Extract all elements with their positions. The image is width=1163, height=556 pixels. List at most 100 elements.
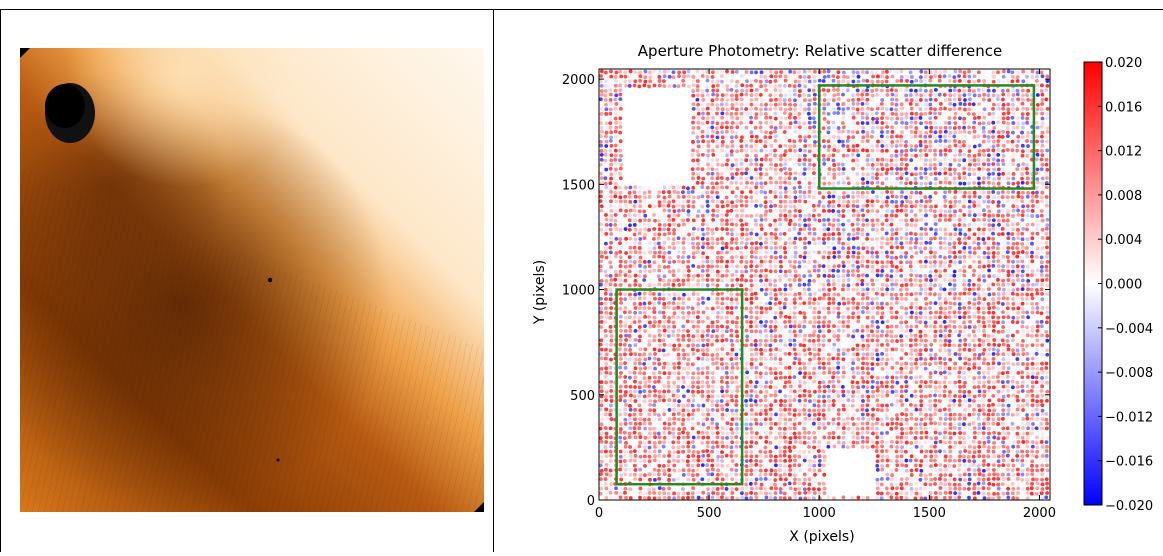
data-point — [657, 417, 662, 422]
data-point — [1005, 421, 1010, 426]
data-point — [841, 426, 846, 431]
data-point — [826, 412, 831, 416]
data-point — [914, 407, 919, 412]
data-point — [957, 343, 962, 348]
data-point — [871, 389, 875, 394]
data-point — [932, 254, 937, 259]
data-point — [730, 320, 735, 325]
data-point — [812, 315, 817, 320]
data-point — [1001, 268, 1005, 273]
data-point — [618, 347, 622, 352]
data-point — [1026, 426, 1031, 431]
data-point — [729, 306, 734, 310]
data-point — [714, 227, 719, 231]
data-point — [604, 228, 609, 232]
data-point — [1015, 458, 1020, 463]
data-point — [618, 491, 623, 496]
data-point — [865, 338, 870, 343]
data-point — [894, 468, 899, 472]
data-point — [798, 329, 803, 334]
data-point — [947, 254, 952, 259]
data-point — [1010, 385, 1015, 390]
data-point — [779, 352, 783, 357]
data-point — [831, 282, 836, 287]
data-point — [798, 394, 802, 398]
data-point — [656, 459, 661, 464]
data-point — [661, 444, 666, 449]
data-point — [730, 477, 735, 482]
data-point — [783, 459, 787, 463]
data-point — [715, 491, 720, 496]
data-point — [783, 283, 788, 288]
data-point — [696, 282, 700, 287]
data-point — [1001, 477, 1006, 482]
data-point — [923, 407, 928, 412]
data-point — [725, 305, 730, 310]
data-point — [943, 440, 948, 445]
data-point — [875, 283, 880, 287]
data-point — [773, 292, 778, 297]
data-point — [754, 357, 758, 362]
data-point — [764, 412, 769, 416]
data-point — [701, 319, 705, 324]
data-point — [598, 333, 603, 338]
data-point — [986, 449, 991, 453]
data-point — [715, 399, 720, 404]
data-point — [643, 329, 647, 333]
data-point — [1040, 361, 1044, 366]
data-point — [647, 231, 652, 236]
data-point — [861, 352, 866, 357]
data-point — [836, 384, 841, 389]
data-point — [778, 458, 783, 463]
data-point — [827, 407, 831, 412]
data-point — [764, 495, 769, 500]
data-point — [1001, 426, 1006, 431]
data-point — [628, 472, 633, 477]
data-point — [826, 227, 831, 232]
data-point — [715, 379, 720, 384]
data-point — [691, 384, 695, 389]
data-point — [913, 426, 918, 431]
data-point — [948, 458, 952, 463]
data-point — [987, 268, 992, 273]
data-point — [885, 495, 890, 500]
data-point — [768, 495, 773, 500]
data-point — [725, 292, 730, 296]
data-point — [686, 384, 691, 389]
data-point — [890, 282, 895, 287]
data-point — [759, 486, 763, 491]
data-point — [981, 431, 986, 436]
data-point — [661, 365, 666, 370]
data-point — [608, 412, 613, 417]
data-point — [977, 426, 982, 431]
data-point — [879, 435, 884, 440]
data-point — [749, 454, 754, 459]
data-point — [719, 265, 724, 269]
data-point — [934, 468, 938, 473]
data-point — [638, 380, 643, 385]
data-point — [924, 296, 928, 301]
data-point — [672, 407, 676, 412]
data-point — [768, 407, 773, 412]
data-point — [841, 246, 845, 251]
data-point — [657, 264, 662, 269]
data-point — [846, 250, 851, 255]
data-point — [783, 273, 788, 278]
data-point — [700, 487, 705, 491]
data-point — [841, 347, 846, 352]
data-point — [778, 319, 782, 324]
data-point — [773, 241, 778, 246]
data-point — [947, 463, 952, 468]
data-point — [793, 417, 798, 422]
data-point — [633, 310, 638, 315]
data-point — [938, 236, 943, 241]
data-point — [720, 291, 724, 296]
data-point — [614, 273, 619, 278]
data-point — [948, 495, 953, 500]
data-point — [715, 319, 720, 324]
data-point — [681, 278, 686, 283]
data-point — [802, 487, 807, 492]
data-point — [865, 439, 870, 444]
data-point — [622, 453, 627, 458]
data-point — [1006, 278, 1011, 283]
